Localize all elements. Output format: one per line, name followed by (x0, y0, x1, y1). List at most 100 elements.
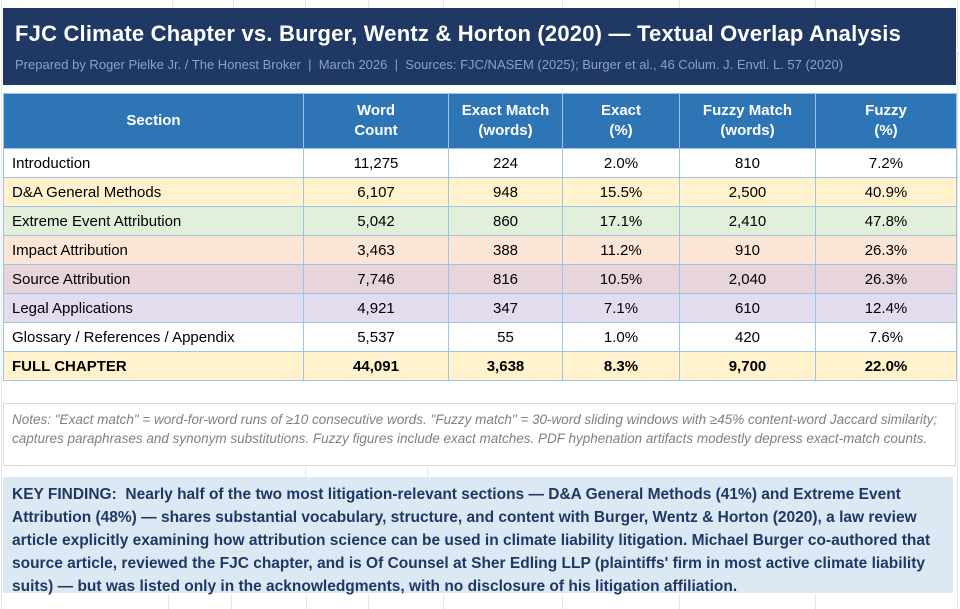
word-count-cell[interactable]: 5,042 (303, 206, 449, 236)
exact-pct-cell[interactable]: 7.1% (562, 293, 680, 323)
fuzzy-pct-cell[interactable]: 22.0% (815, 351, 957, 381)
table-row-da-general-methods: D&A General Methods 6,107 948 15.5% 2,50… (3, 177, 957, 207)
col-header-fuzzy-pct[interactable]: Fuzzy (%) (815, 93, 957, 149)
sheet-gridline (427, 467, 428, 477)
exact-match-words-cell[interactable]: 388 (448, 235, 563, 265)
sheet-gridline (443, 0, 444, 8)
exact-match-words-cell[interactable]: 948 (448, 177, 563, 207)
word-count-cell[interactable]: 5,537 (303, 322, 449, 352)
fuzzy-pct-cell[interactable]: 7.2% (815, 148, 957, 178)
sheet-gridline (305, 467, 306, 477)
col-header-line: Exact (600, 102, 642, 119)
sheet-gridline (815, 594, 816, 609)
sheet-gridline (172, 0, 173, 8)
word-count-cell[interactable]: 11,275 (303, 148, 449, 178)
sheet-gridline (955, 83, 960, 84)
col-header-line: Word (356, 102, 396, 119)
sheet-gridline-left (1, 0, 2, 609)
col-header-line: (words) (478, 122, 533, 139)
fuzzy-match-words-cell[interactable]: 420 (679, 322, 816, 352)
col-header-fuzzy-match-words[interactable]: Fuzzy Match (words) (679, 93, 816, 149)
exact-pct-cell[interactable]: 10.5% (562, 264, 680, 294)
fuzzy-pct-cell[interactable]: 40.9% (815, 177, 957, 207)
page-subtitle: Prepared by Roger Pielke Jr. / The Hones… (15, 57, 844, 72)
col-header-section[interactable]: Section (3, 93, 304, 149)
exact-match-words-cell[interactable]: 860 (448, 206, 563, 236)
exact-match-words-cell[interactable]: 55 (448, 322, 563, 352)
exact-pct-cell[interactable]: 2.0% (562, 148, 680, 178)
methodology-notes: Notes: "Exact match" = word-for-word run… (3, 403, 956, 466)
exact-match-words-cell[interactable]: 347 (448, 293, 563, 323)
section-cell[interactable]: Impact Attribution (3, 235, 304, 265)
sheet-gridline (679, 0, 680, 8)
col-header-line: Section (126, 112, 181, 129)
sheet-gridline (443, 594, 444, 609)
exact-pct-cell[interactable]: 8.3% (562, 351, 680, 381)
col-header-line: Count (354, 122, 398, 139)
overlap-table: Section Word Count Exact Match (words) E… (3, 93, 957, 381)
word-count-cell[interactable]: 6,107 (303, 177, 449, 207)
fuzzy-pct-cell[interactable]: 7.6% (815, 322, 957, 352)
report-header: FJC Climate Chapter vs. Burger, Wentz & … (3, 8, 956, 85)
col-header-line: (%) (609, 122, 633, 139)
word-count-cell[interactable]: 44,091 (303, 351, 449, 381)
col-header-exact-match-words[interactable]: Exact Match (words) (448, 93, 563, 149)
sheet-gridline (233, 0, 234, 8)
col-header-line: Exact Match (461, 102, 550, 119)
exact-match-words-cell[interactable]: 816 (448, 264, 563, 294)
exact-pct-cell[interactable]: 1.0% (562, 322, 680, 352)
fuzzy-match-words-cell[interactable]: 9,700 (679, 351, 816, 381)
exact-match-words-cell[interactable]: 3,638 (448, 351, 563, 381)
section-cell[interactable]: Legal Applications (3, 293, 304, 323)
section-cell[interactable]: Introduction (3, 148, 304, 178)
fuzzy-match-words-cell[interactable]: 910 (679, 235, 816, 265)
sheet-gridline-right (957, 0, 958, 609)
fuzzy-pct-cell[interactable]: 12.4% (815, 293, 957, 323)
table-row-glossary-references-appendix: Glossary / References / Appendix 5,537 5… (3, 322, 957, 352)
sheet-gridline (305, 0, 306, 8)
fuzzy-match-words-cell[interactable]: 2,500 (679, 177, 816, 207)
section-cell[interactable]: Extreme Event Attribution (3, 206, 304, 236)
fuzzy-match-words-cell[interactable]: 810 (679, 148, 816, 178)
table-header-row: Section Word Count Exact Match (words) E… (3, 93, 957, 149)
col-header-word-count[interactable]: Word Count (303, 93, 449, 149)
key-finding-callout: KEY FINDING: Nearly half of the two most… (3, 477, 953, 595)
sheet-gridline (955, 53, 960, 54)
exact-pct-cell[interactable]: 15.5% (562, 177, 680, 207)
fuzzy-match-words-cell[interactable]: 2,410 (679, 206, 816, 236)
sheet-gridline (368, 594, 369, 609)
table-row-full-chapter-total: FULL CHAPTER 44,091 3,638 8.3% 9,700 22.… (3, 351, 957, 381)
exact-pct-cell[interactable]: 11.2% (562, 235, 680, 265)
col-header-exact-pct[interactable]: Exact (%) (562, 93, 680, 149)
page-title: FJC Climate Chapter vs. Burger, Wentz & … (15, 21, 902, 46)
word-count-cell[interactable]: 7,746 (303, 264, 449, 294)
table-row-legal-applications: Legal Applications 4,921 347 7.1% 610 12… (3, 293, 957, 323)
sheet-gridline (679, 594, 680, 609)
table-row-source-attribution: Source Attribution 7,746 816 10.5% 2,040… (3, 264, 957, 294)
sheet-gridline (231, 594, 232, 609)
col-header-line: Fuzzy Match (702, 102, 793, 119)
fuzzy-pct-cell[interactable]: 47.8% (815, 206, 957, 236)
sheet-gridline (562, 0, 563, 8)
fuzzy-match-words-cell[interactable]: 2,040 (679, 264, 816, 294)
table-row-impact-attribution: Impact Attribution 3,463 388 11.2% 910 2… (3, 235, 957, 265)
sheet-gridline (368, 0, 369, 8)
fuzzy-pct-cell[interactable]: 26.3% (815, 235, 957, 265)
overlap-table-container: Section Word Count Exact Match (words) E… (3, 93, 957, 381)
section-cell[interactable]: Glossary / References / Appendix (3, 322, 304, 352)
fuzzy-pct-cell[interactable]: 26.3% (815, 264, 957, 294)
exact-pct-cell[interactable]: 17.1% (562, 206, 680, 236)
table-row-extreme-event-attribution: Extreme Event Attribution 5,042 860 17.1… (3, 206, 957, 236)
sheet-gridline (168, 594, 169, 609)
section-cell[interactable]: FULL CHAPTER (3, 351, 304, 381)
word-count-cell[interactable]: 4,921 (303, 293, 449, 323)
section-cell[interactable]: Source Attribution (3, 264, 304, 294)
section-cell[interactable]: D&A General Methods (3, 177, 304, 207)
sheet-gridline (562, 594, 563, 609)
word-count-cell[interactable]: 3,463 (303, 235, 449, 265)
sheet-gridline (306, 594, 307, 609)
fuzzy-match-words-cell[interactable]: 610 (679, 293, 816, 323)
col-header-line: (%) (874, 122, 898, 139)
exact-match-words-cell[interactable]: 224 (448, 148, 563, 178)
col-header-line: (words) (720, 122, 775, 139)
